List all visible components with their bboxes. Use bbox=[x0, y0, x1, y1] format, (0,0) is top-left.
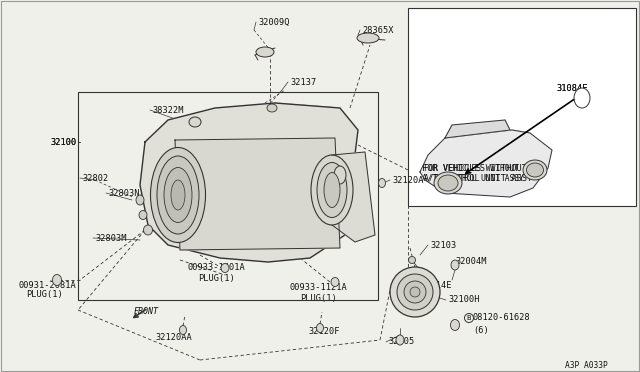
Ellipse shape bbox=[189, 117, 201, 127]
Ellipse shape bbox=[434, 172, 462, 194]
Text: PLUG(1): PLUG(1) bbox=[198, 273, 235, 282]
Ellipse shape bbox=[256, 47, 274, 57]
Text: 31084E: 31084E bbox=[556, 83, 588, 93]
Text: A/T CONTROL UNIT ASSY: A/T CONTROL UNIT ASSY bbox=[424, 173, 524, 183]
Ellipse shape bbox=[317, 324, 323, 333]
Text: B: B bbox=[467, 315, 471, 321]
Bar bbox=[78, 92, 378, 300]
Text: 38342N: 38342N bbox=[322, 196, 353, 205]
Text: 32137: 32137 bbox=[290, 77, 316, 87]
Text: 32814E: 32814E bbox=[420, 280, 451, 289]
Ellipse shape bbox=[378, 179, 385, 187]
Ellipse shape bbox=[396, 335, 404, 345]
Text: 00931-2081A: 00931-2081A bbox=[18, 280, 76, 289]
Ellipse shape bbox=[171, 180, 185, 210]
Ellipse shape bbox=[357, 33, 379, 43]
Ellipse shape bbox=[164, 167, 192, 222]
Text: 32009Q: 32009Q bbox=[258, 17, 289, 26]
Ellipse shape bbox=[150, 148, 205, 243]
Ellipse shape bbox=[136, 195, 144, 205]
Text: 38322M: 38322M bbox=[152, 106, 184, 115]
Ellipse shape bbox=[331, 278, 339, 286]
Text: 32100: 32100 bbox=[50, 138, 76, 147]
Ellipse shape bbox=[139, 211, 147, 219]
Text: 32100H: 32100H bbox=[448, 295, 479, 305]
Text: 32803N: 32803N bbox=[108, 189, 140, 198]
Ellipse shape bbox=[574, 88, 590, 108]
Ellipse shape bbox=[179, 326, 186, 334]
Text: 08120-61628: 08120-61628 bbox=[473, 314, 531, 323]
Ellipse shape bbox=[410, 287, 420, 297]
Text: FOR VEHICLES WITHOUT: FOR VEHICLES WITHOUT bbox=[424, 164, 519, 173]
Ellipse shape bbox=[143, 225, 152, 235]
Ellipse shape bbox=[317, 163, 347, 218]
Ellipse shape bbox=[334, 166, 346, 184]
Text: 32802: 32802 bbox=[82, 173, 108, 183]
Text: 32004M: 32004M bbox=[455, 257, 486, 266]
Ellipse shape bbox=[221, 263, 229, 273]
Polygon shape bbox=[175, 138, 340, 250]
Ellipse shape bbox=[397, 274, 433, 310]
Text: FOR VEHICLES WITHOUT: FOR VEHICLES WITHOUT bbox=[422, 164, 527, 173]
Bar bbox=[408, 8, 636, 206]
Polygon shape bbox=[332, 152, 375, 242]
Text: 32103: 32103 bbox=[430, 241, 456, 250]
Ellipse shape bbox=[438, 175, 458, 191]
Ellipse shape bbox=[52, 275, 61, 285]
Ellipse shape bbox=[311, 155, 353, 225]
Text: (6): (6) bbox=[473, 326, 489, 334]
Ellipse shape bbox=[523, 160, 547, 180]
Text: 32120F: 32120F bbox=[308, 327, 339, 337]
Text: PLUG(1): PLUG(1) bbox=[26, 291, 63, 299]
Ellipse shape bbox=[267, 104, 277, 112]
Ellipse shape bbox=[527, 163, 543, 177]
Ellipse shape bbox=[408, 257, 415, 263]
Ellipse shape bbox=[404, 281, 426, 303]
Polygon shape bbox=[420, 130, 552, 197]
Text: 00933-1401A: 00933-1401A bbox=[188, 263, 246, 273]
Text: 32120AA: 32120AA bbox=[155, 334, 192, 343]
Ellipse shape bbox=[451, 320, 460, 330]
Text: 32100: 32100 bbox=[50, 138, 76, 147]
Text: 32803M: 32803M bbox=[95, 234, 127, 243]
Ellipse shape bbox=[390, 267, 440, 317]
Ellipse shape bbox=[157, 156, 199, 234]
Text: 00933-1121A: 00933-1121A bbox=[290, 283, 348, 292]
Text: PLUG(1): PLUG(1) bbox=[300, 294, 337, 302]
Ellipse shape bbox=[451, 260, 459, 270]
Polygon shape bbox=[140, 103, 358, 262]
Ellipse shape bbox=[324, 173, 340, 208]
Polygon shape bbox=[445, 120, 510, 138]
Text: 32005: 32005 bbox=[388, 337, 414, 346]
Text: A/T CONTROL UNIT ASSY: A/T CONTROL UNIT ASSY bbox=[422, 173, 532, 183]
Text: 32120A: 32120A bbox=[392, 176, 424, 185]
Text: A3P A033P: A3P A033P bbox=[565, 362, 608, 371]
Text: 31084E: 31084E bbox=[556, 83, 588, 93]
Text: 28365X: 28365X bbox=[362, 26, 394, 35]
Text: FRONT: FRONT bbox=[134, 308, 159, 317]
